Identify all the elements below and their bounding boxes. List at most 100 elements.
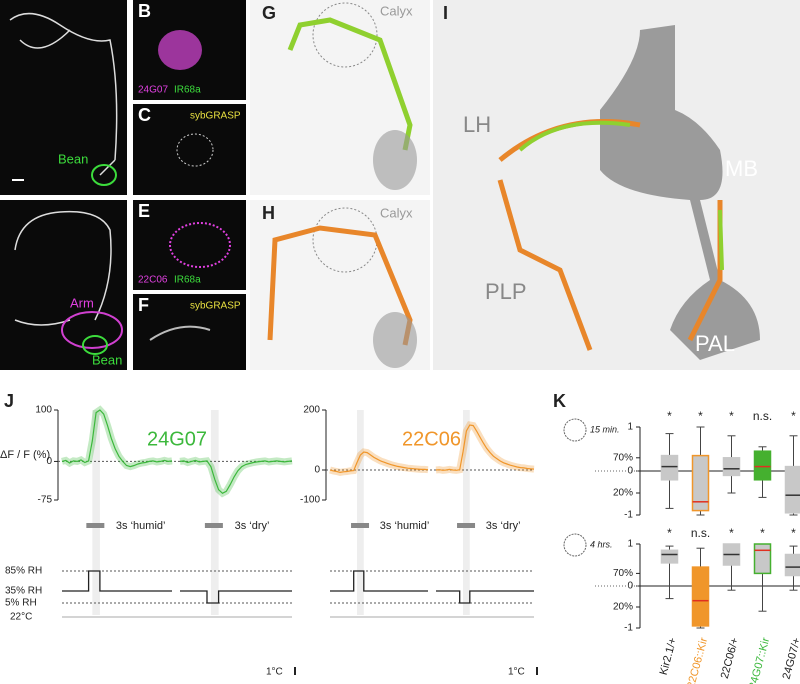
- neuron: [518, 120, 724, 271]
- region: [373, 312, 417, 368]
- y-tick-label: -75: [38, 495, 53, 506]
- label: Calyx: [380, 3, 413, 18]
- x-tick-label: 24G07::Kir: [747, 636, 772, 684]
- region-label: MB: [725, 156, 758, 181]
- y-tick-label: 100: [35, 405, 52, 416]
- legend-label: 3s ‘humid’: [380, 520, 430, 532]
- panel-letter: F: [138, 295, 149, 315]
- annotation: Bean: [58, 151, 88, 166]
- time-label: 15 min.: [590, 424, 620, 434]
- clock-icon: [563, 533, 587, 557]
- y-tick-label: 70%: [613, 568, 633, 579]
- label: IR68a: [174, 85, 201, 96]
- x-tick-label: 22C06/+: [719, 636, 741, 680]
- panel-letter: J: [4, 391, 14, 411]
- y-tick-label: 70%: [613, 452, 633, 463]
- y-tick-label: -1: [624, 623, 633, 634]
- outline: [176, 133, 214, 167]
- temp-scale: 1°C: [266, 667, 283, 678]
- y-tick-label: 0: [627, 466, 633, 477]
- y-tick-label: 35% RH: [5, 586, 42, 597]
- annotation: Arm: [70, 295, 94, 310]
- box: [753, 543, 772, 575]
- significance: *: [729, 526, 734, 540]
- box: [784, 553, 800, 577]
- legend-label: 3s ‘humid’: [116, 520, 166, 532]
- y-tick-label: 20%: [613, 488, 633, 499]
- stimulus-shade: [210, 410, 219, 615]
- stain: [158, 30, 202, 70]
- region-label: PAL: [695, 331, 735, 356]
- panel-letter: K: [553, 391, 566, 411]
- outline: [82, 335, 108, 355]
- panel-f: [133, 294, 246, 370]
- time-label: 4 hrs.: [590, 539, 613, 549]
- chart-title: 22C06: [402, 428, 461, 450]
- trace-band: [329, 448, 429, 476]
- temp-scale-bar: [294, 667, 296, 675]
- significance: *: [667, 526, 672, 540]
- panel-letter: B: [138, 1, 151, 21]
- significance: *: [667, 409, 672, 423]
- trace: [329, 451, 429, 474]
- panel-letter: G: [262, 3, 276, 23]
- y-tick-label: 0: [46, 456, 52, 467]
- stimulus-shade: [92, 410, 100, 615]
- box: [784, 465, 800, 514]
- x-tick-label: 22C06::Kir: [685, 636, 710, 684]
- trace: [435, 424, 535, 471]
- x-tick-label: Kir2.1/+: [658, 636, 679, 676]
- outline: [61, 311, 123, 349]
- panel-c: [133, 104, 246, 195]
- label: 22C06: [138, 275, 168, 286]
- label: IR68a: [174, 275, 201, 286]
- box: [691, 566, 710, 627]
- temp-scale: 1°C: [508, 667, 525, 678]
- trace-band: [179, 456, 293, 498]
- outline: [312, 2, 378, 68]
- y-tick-label: 5% RH: [5, 598, 37, 609]
- label: sybGRASP: [190, 301, 241, 312]
- stimulus-trace: [62, 570, 172, 592]
- trace: [179, 459, 293, 495]
- y-tick-label: 1: [627, 422, 633, 433]
- stimulus-shade: [463, 410, 470, 615]
- trace: [61, 409, 173, 468]
- stimulus-shade: [357, 410, 364, 615]
- temp-label: 22°C: [10, 612, 32, 623]
- significance: n.s.: [691, 526, 710, 540]
- label: 24G07: [138, 85, 168, 96]
- significance: *: [729, 409, 734, 423]
- panel-e: [133, 200, 246, 290]
- stain: [149, 325, 211, 341]
- y-axis-label: ΔF / F (%): [0, 449, 50, 461]
- clock-icon: [563, 418, 587, 442]
- y-tick-label: 20%: [613, 602, 633, 613]
- label: sybGRASP: [190, 111, 241, 122]
- temp-scale-bar: [536, 667, 538, 675]
- legend-label: 3s ‘dry’: [235, 520, 270, 532]
- y-tick-label: -100: [300, 495, 320, 506]
- outline: [91, 164, 117, 186]
- panel-letter: C: [138, 105, 151, 125]
- outline: [169, 222, 231, 268]
- mushroom-body: [600, 25, 760, 360]
- significance: *: [791, 526, 796, 540]
- panel-letter: E: [138, 201, 150, 221]
- chart-title: 24G07: [147, 428, 207, 450]
- box: [660, 549, 679, 564]
- y-tick-label: -1: [624, 510, 633, 521]
- region-label: LH: [463, 112, 491, 137]
- neuron: [287, 17, 413, 151]
- stimulus-bar: [457, 523, 476, 528]
- box: [753, 450, 772, 481]
- y-tick-label: 200: [303, 405, 320, 416]
- significance: *: [791, 409, 796, 423]
- neuron: [9, 12, 118, 176]
- region-label: PLP: [485, 279, 527, 304]
- label: Calyx: [380, 205, 413, 220]
- stimulus-bar: [351, 523, 370, 528]
- x-tick-label: 24G07/+: [781, 636, 800, 680]
- significance: *: [760, 526, 765, 540]
